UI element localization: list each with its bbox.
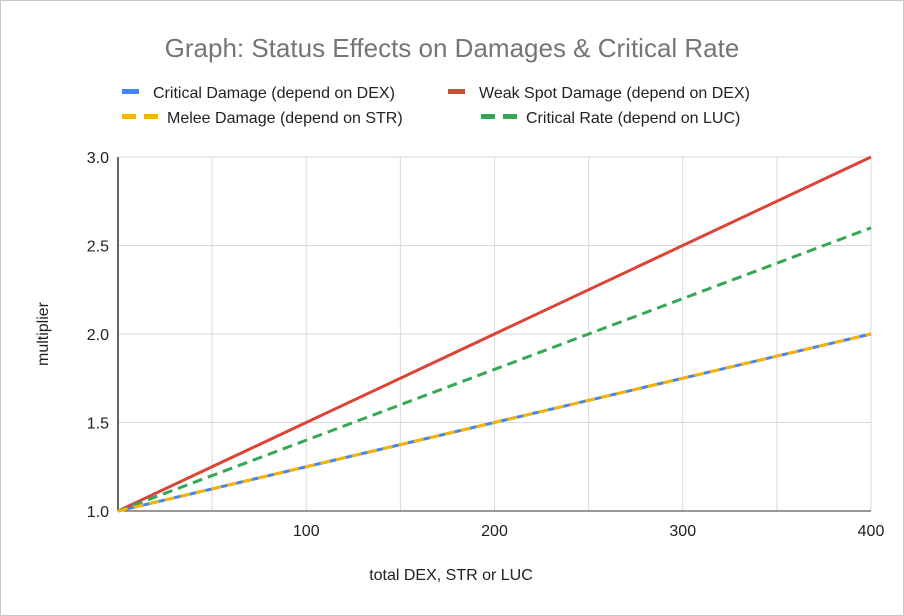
y-tick-label: 1.0 (87, 504, 109, 521)
legend-label: Critical Rate (depend on LUC) (526, 110, 740, 127)
chart-title: Graph: Status Effects on Damages & Criti… (165, 33, 740, 63)
y-axis-label: multiplier (35, 301, 52, 366)
y-tick-label: 1.5 (87, 416, 109, 433)
series-line-1 (117, 155, 872, 513)
legend-swatch-dash (503, 114, 517, 119)
axes (117, 157, 871, 512)
y-tick-label: 2.0 (87, 327, 109, 344)
y-tick-label: 3.0 (87, 150, 109, 167)
legend-swatch-dash (144, 114, 158, 119)
x-tick-label: 100 (293, 523, 320, 540)
x-tick-label: 400 (858, 523, 885, 540)
x-tick-label: 200 (481, 523, 508, 540)
series-lines (117, 155, 872, 513)
legend-label: Weak Spot Damage (depend on DEX) (479, 85, 750, 102)
legend-label: Melee Damage (depend on STR) (167, 110, 403, 127)
series-line-2 (117, 332, 872, 513)
legend-swatch (122, 89, 139, 94)
tick-labels: 100 200 300 400 1.0 1.5 2.0 2.5 3.0 (87, 150, 885, 540)
legend-swatch-dash (122, 114, 136, 119)
x-tick-label: 300 (669, 523, 696, 540)
legend-label: Critical Damage (depend on DEX) (153, 85, 395, 102)
legend-swatch (448, 89, 465, 94)
legend-swatch-dash (481, 114, 495, 119)
legend: Critical Damage (depend on DEX) Weak Spot… (122, 85, 750, 127)
series-line-3 (117, 226, 872, 513)
x-axis-label: total DEX, STR or LUC (369, 567, 533, 584)
y-tick-label: 2.5 (87, 239, 109, 256)
